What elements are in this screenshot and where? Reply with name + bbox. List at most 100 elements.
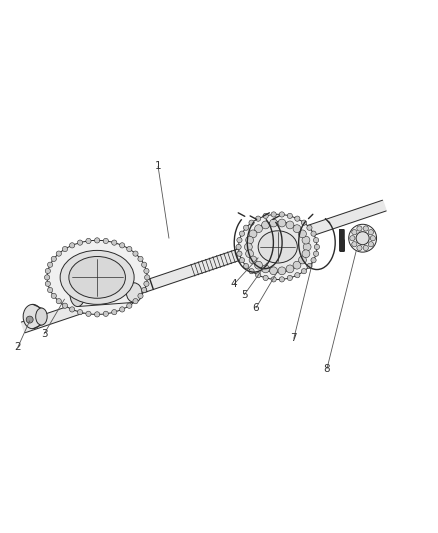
- Circle shape: [120, 307, 125, 312]
- Circle shape: [120, 243, 125, 248]
- Circle shape: [271, 277, 276, 282]
- Circle shape: [239, 257, 244, 263]
- Circle shape: [249, 269, 254, 274]
- Circle shape: [70, 243, 75, 248]
- Circle shape: [246, 250, 254, 257]
- Circle shape: [301, 269, 307, 274]
- Circle shape: [26, 316, 33, 323]
- Circle shape: [51, 293, 57, 298]
- Circle shape: [314, 238, 319, 243]
- Circle shape: [127, 246, 132, 252]
- Ellipse shape: [60, 251, 134, 304]
- Circle shape: [295, 272, 300, 278]
- Circle shape: [261, 265, 269, 273]
- Circle shape: [70, 307, 75, 312]
- Circle shape: [314, 244, 320, 249]
- Circle shape: [263, 213, 268, 219]
- Circle shape: [141, 287, 147, 293]
- Polygon shape: [78, 279, 134, 306]
- Circle shape: [368, 230, 374, 235]
- Circle shape: [138, 256, 143, 262]
- Circle shape: [370, 236, 375, 241]
- Circle shape: [236, 244, 241, 249]
- Circle shape: [249, 220, 254, 225]
- Circle shape: [127, 303, 132, 308]
- Circle shape: [263, 276, 268, 280]
- Circle shape: [141, 262, 147, 268]
- Circle shape: [293, 225, 301, 232]
- Circle shape: [112, 310, 117, 315]
- Circle shape: [311, 231, 316, 236]
- Circle shape: [246, 236, 254, 244]
- Circle shape: [303, 243, 311, 251]
- Circle shape: [270, 219, 278, 227]
- Text: 8: 8: [324, 364, 330, 374]
- Circle shape: [255, 272, 261, 278]
- Circle shape: [352, 230, 357, 235]
- Ellipse shape: [23, 304, 42, 329]
- Circle shape: [103, 311, 109, 317]
- Circle shape: [62, 303, 67, 308]
- Circle shape: [299, 230, 307, 238]
- Circle shape: [279, 212, 284, 217]
- Circle shape: [144, 281, 149, 286]
- Circle shape: [56, 298, 61, 304]
- Text: 3: 3: [41, 329, 47, 339]
- Circle shape: [133, 298, 138, 304]
- Circle shape: [363, 226, 368, 231]
- Circle shape: [244, 225, 249, 230]
- Circle shape: [45, 275, 49, 280]
- Circle shape: [138, 293, 143, 298]
- Circle shape: [249, 230, 257, 238]
- Circle shape: [286, 221, 294, 229]
- Circle shape: [95, 238, 100, 243]
- Circle shape: [314, 251, 319, 256]
- Circle shape: [350, 236, 355, 241]
- Circle shape: [45, 268, 50, 273]
- Circle shape: [244, 263, 249, 269]
- Circle shape: [295, 216, 300, 221]
- Circle shape: [95, 312, 100, 317]
- Ellipse shape: [247, 222, 308, 272]
- Ellipse shape: [126, 283, 142, 302]
- Ellipse shape: [356, 232, 369, 245]
- Circle shape: [86, 238, 91, 244]
- Circle shape: [254, 225, 262, 232]
- Circle shape: [357, 245, 362, 251]
- Circle shape: [279, 277, 284, 282]
- Circle shape: [287, 276, 293, 280]
- Circle shape: [307, 263, 312, 269]
- Text: 7: 7: [290, 333, 297, 343]
- Circle shape: [302, 250, 310, 257]
- Circle shape: [278, 267, 286, 274]
- Circle shape: [103, 238, 109, 244]
- Circle shape: [287, 213, 293, 219]
- Text: 1: 1: [155, 161, 161, 172]
- Circle shape: [255, 216, 261, 221]
- Polygon shape: [33, 304, 44, 329]
- Circle shape: [239, 231, 244, 236]
- Circle shape: [78, 310, 83, 315]
- Circle shape: [261, 221, 269, 229]
- Circle shape: [293, 261, 301, 269]
- Circle shape: [62, 246, 67, 252]
- Circle shape: [133, 251, 138, 256]
- Circle shape: [144, 268, 149, 273]
- Circle shape: [270, 267, 278, 274]
- Ellipse shape: [239, 214, 317, 279]
- Text: 6: 6: [253, 303, 259, 313]
- Text: 5: 5: [241, 290, 247, 300]
- Circle shape: [301, 220, 307, 225]
- Circle shape: [311, 257, 316, 263]
- Circle shape: [45, 281, 50, 286]
- Circle shape: [47, 262, 53, 268]
- Circle shape: [56, 251, 61, 256]
- Circle shape: [237, 238, 242, 243]
- Circle shape: [112, 240, 117, 245]
- Ellipse shape: [35, 308, 47, 325]
- Circle shape: [145, 275, 150, 280]
- Text: 2: 2: [14, 342, 21, 352]
- Circle shape: [254, 261, 262, 269]
- Ellipse shape: [47, 240, 147, 314]
- Circle shape: [86, 311, 91, 317]
